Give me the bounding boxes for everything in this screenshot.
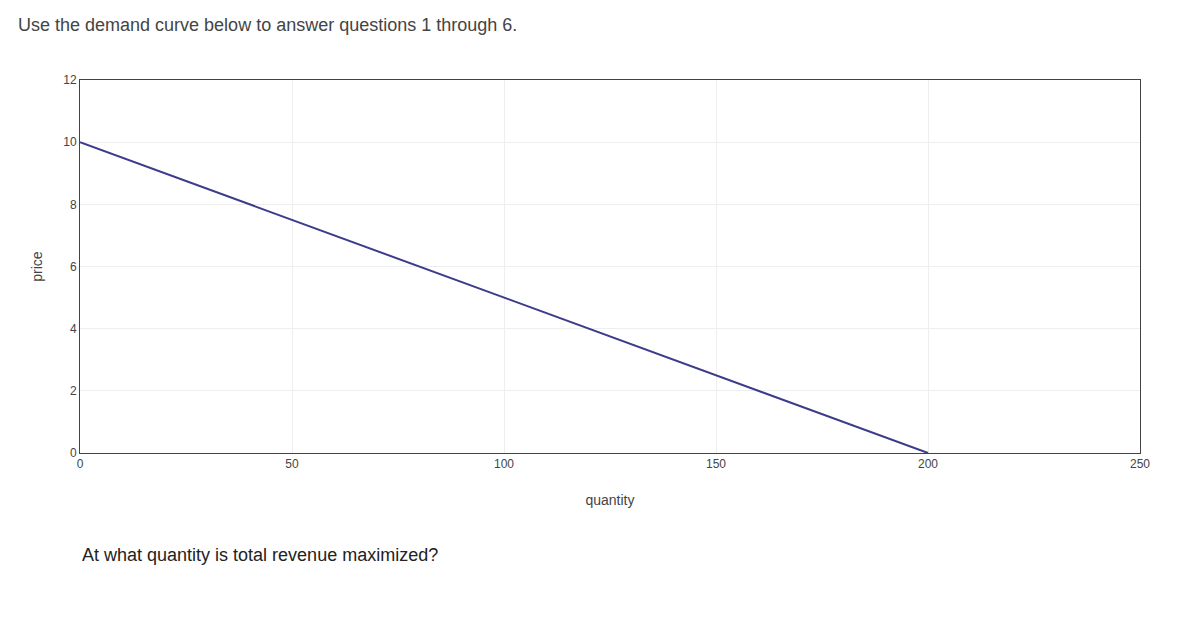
svg-text:8: 8	[70, 198, 77, 212]
svg-text:quantity: quantity	[585, 492, 634, 508]
svg-text:200: 200	[918, 457, 938, 471]
svg-text:10: 10	[63, 135, 77, 149]
svg-text:250: 250	[1130, 457, 1150, 471]
svg-text:4: 4	[70, 322, 77, 336]
svg-text:6: 6	[70, 260, 77, 274]
svg-text:100: 100	[494, 457, 514, 471]
svg-text:12: 12	[63, 73, 77, 87]
svg-text:0: 0	[77, 457, 84, 471]
svg-text:2: 2	[70, 384, 77, 398]
svg-text:price: price	[29, 251, 45, 282]
svg-text:Use the demand curve below to: Use the demand curve below to answer que…	[18, 15, 517, 35]
svg-text:150: 150	[706, 457, 726, 471]
svg-text:0: 0	[70, 446, 77, 460]
svg-text:50: 50	[285, 457, 299, 471]
svg-text:At what quantity is total reve: At what quantity is total revenue maximi…	[82, 545, 438, 565]
